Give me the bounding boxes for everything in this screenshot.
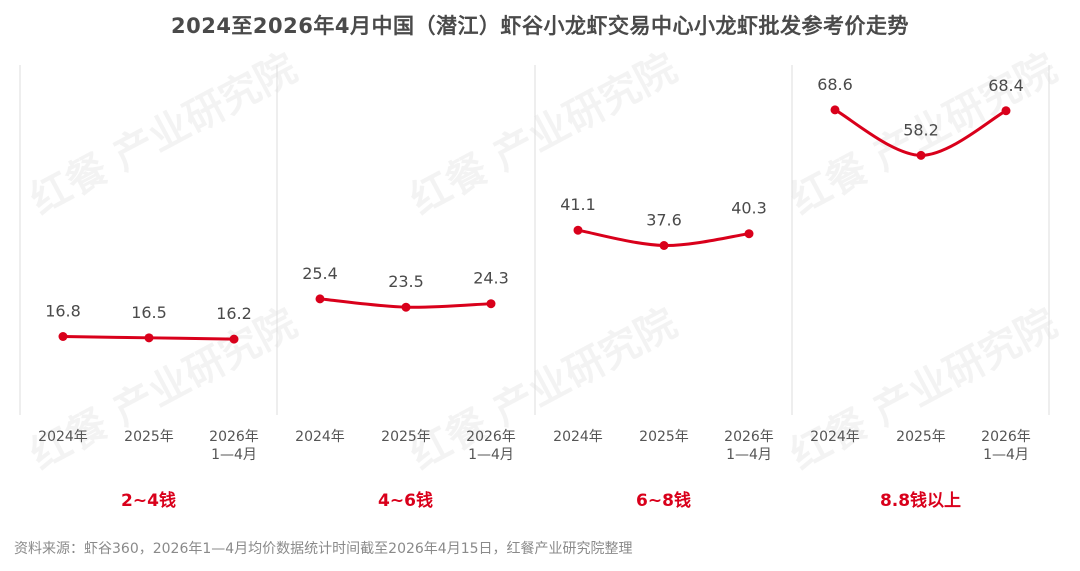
x-tick-label: 2024年 bbox=[810, 429, 860, 445]
data-label: 68.6 bbox=[817, 75, 853, 94]
x-tick-label: 1—4月 bbox=[726, 447, 772, 463]
group-label: 2~4钱 bbox=[121, 490, 176, 511]
data-label: 37.6 bbox=[646, 211, 682, 230]
watermark-1: 红餐 产业研究院 bbox=[403, 45, 684, 224]
x-tick-label: 2026年 bbox=[209, 429, 259, 445]
data-point bbox=[144, 333, 154, 343]
group-label: 6~8钱 bbox=[636, 490, 691, 511]
x-tick-label: 2026年 bbox=[466, 429, 516, 445]
data-point bbox=[744, 229, 754, 239]
x-tick-label: 1—4月 bbox=[983, 447, 1029, 463]
data-point bbox=[573, 225, 583, 235]
data-label: 58.2 bbox=[903, 120, 939, 139]
data-label: 16.5 bbox=[131, 303, 167, 322]
data-point bbox=[1001, 106, 1011, 116]
x-tick-label: 2025年 bbox=[124, 429, 174, 445]
x-tick-label: 2025年 bbox=[381, 429, 431, 445]
data-label: 68.4 bbox=[988, 76, 1024, 95]
data-point bbox=[659, 241, 669, 250]
data-point bbox=[315, 294, 325, 304]
watermark-0: 红餐 产业研究院 bbox=[23, 45, 304, 224]
data-label: 16.8 bbox=[45, 302, 81, 321]
x-tick-label: 2026年 bbox=[981, 429, 1031, 445]
chart-canvas: 红餐 产业研究院红餐 产业研究院红餐 产业研究院红餐 产业研究院红餐 产业研究院… bbox=[19, 45, 1064, 511]
x-tick-label: 2024年 bbox=[553, 429, 603, 445]
x-tick-label: 2025年 bbox=[639, 429, 689, 445]
chart-title: 2024至2026年4月中国（潜江）虾谷小龙虾交易中心小龙虾批发参考价走势 bbox=[170, 14, 909, 38]
data-point bbox=[401, 302, 411, 312]
data-point bbox=[58, 332, 68, 341]
source-note: 资料来源：虾谷360，2026年1—4月均价数据统计时间截至2026年4月15日… bbox=[14, 541, 633, 557]
x-tick-label: 2025年 bbox=[896, 429, 946, 445]
data-point bbox=[830, 105, 840, 115]
data-label: 16.2 bbox=[216, 304, 252, 323]
data-label: 25.4 bbox=[302, 264, 338, 283]
x-tick-label: 2024年 bbox=[38, 429, 88, 445]
data-point bbox=[916, 150, 926, 160]
watermark-3: 红餐 产业研究院 bbox=[23, 300, 304, 479]
data-label: 40.3 bbox=[731, 199, 767, 218]
data-label: 23.5 bbox=[388, 272, 424, 291]
x-tick-label: 1—4月 bbox=[468, 447, 514, 463]
group-label: 4~6钱 bbox=[378, 490, 433, 511]
data-label: 41.1 bbox=[560, 195, 596, 214]
x-tick-label: 2024年 bbox=[295, 429, 345, 445]
watermark-4: 红餐 产业研究院 bbox=[403, 300, 684, 479]
x-tick-label: 1—4月 bbox=[211, 447, 257, 463]
data-point bbox=[229, 334, 239, 344]
data-label: 24.3 bbox=[473, 269, 509, 288]
data-point bbox=[486, 299, 496, 309]
x-tick-label: 2026年 bbox=[724, 429, 774, 445]
group-label: 8.8钱以上 bbox=[880, 490, 961, 511]
